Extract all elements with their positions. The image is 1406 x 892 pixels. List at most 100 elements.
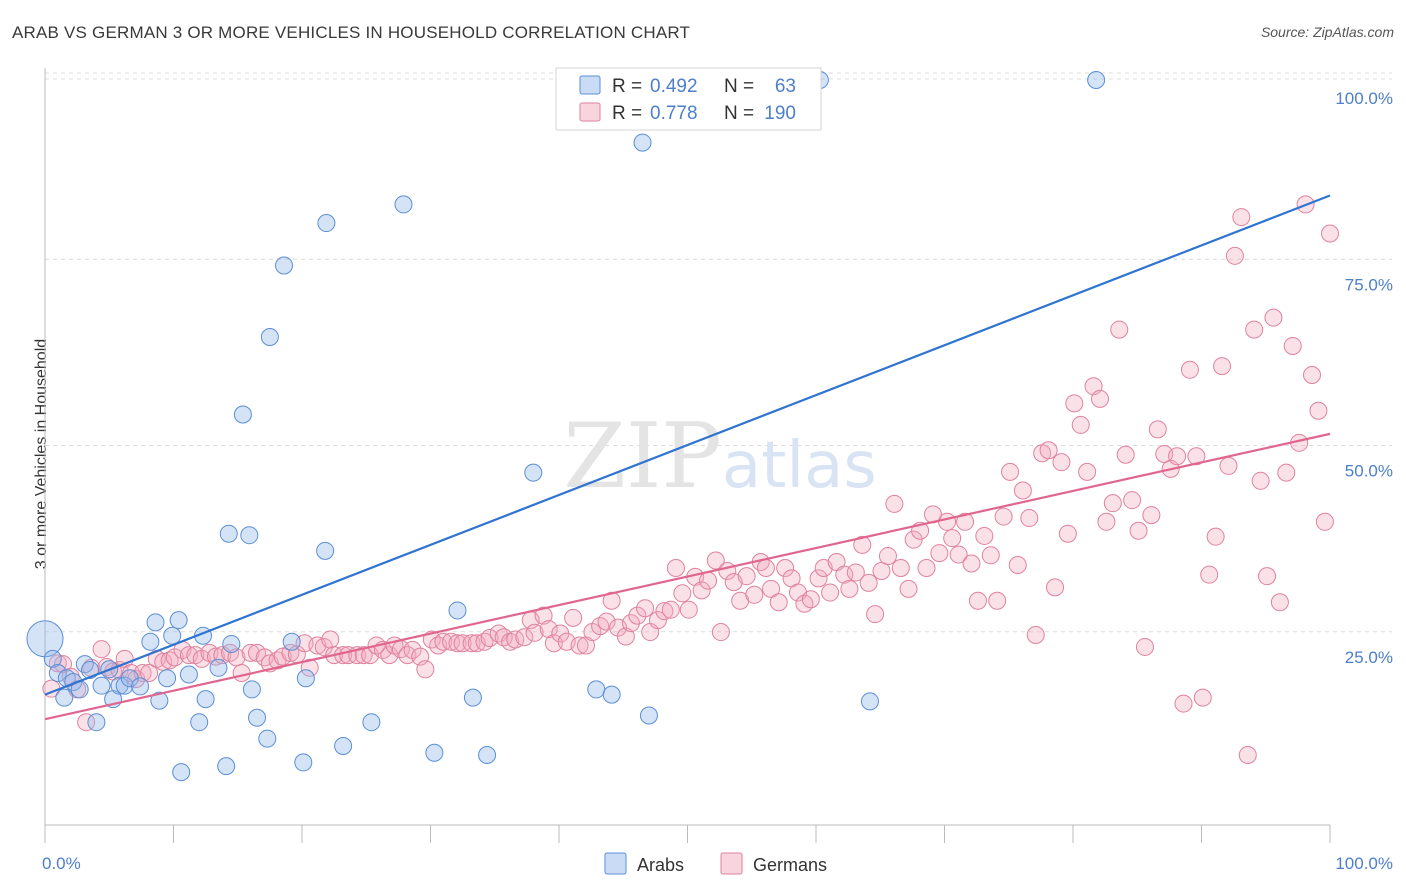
arab-point — [222, 634, 241, 653]
arab-point — [425, 743, 444, 762]
arab-point — [217, 757, 236, 776]
legend-n-label: N = — [724, 103, 754, 124]
german-point — [416, 660, 435, 679]
german-point — [666, 558, 685, 577]
legend-r-label: R = — [612, 103, 642, 124]
german-point — [1026, 626, 1045, 645]
legend-n-value: 190 — [764, 103, 796, 124]
legend-n-label: N = — [724, 76, 754, 97]
german-point — [1065, 394, 1084, 413]
y-tick-label: 25.0% — [1345, 648, 1393, 667]
german-point — [1097, 512, 1116, 531]
german-point — [597, 612, 616, 631]
german-point — [570, 636, 589, 655]
arab-point — [92, 676, 111, 695]
german-point — [1206, 527, 1225, 546]
arab-point — [150, 691, 169, 710]
arab-point — [316, 541, 335, 560]
german-point — [1245, 320, 1264, 339]
german-point — [1052, 453, 1071, 472]
legend-arabs-label: Arabs — [637, 855, 684, 875]
arab-point — [55, 688, 74, 707]
german-point — [628, 606, 647, 625]
arab-point — [524, 463, 543, 482]
gridlines — [45, 72, 1392, 633]
german-point — [1251, 471, 1270, 490]
arab-point — [248, 708, 267, 727]
german-point — [1200, 565, 1219, 584]
german-point — [1001, 462, 1020, 481]
arab-point — [282, 632, 301, 651]
legend-arabs-swatch — [604, 852, 627, 875]
german-point — [206, 647, 225, 666]
german-point — [994, 507, 1013, 526]
german-point — [673, 584, 692, 603]
german-point — [1174, 694, 1193, 713]
x-tick-label-min: 0.0% — [42, 854, 81, 873]
arab-point — [478, 745, 497, 764]
german-point — [762, 579, 781, 598]
german-point — [1110, 320, 1129, 339]
arabs-points — [26, 71, 1106, 782]
arab-point — [169, 611, 188, 630]
legend-germans-label: Germans — [753, 855, 827, 875]
german-point — [1270, 593, 1289, 612]
arab-point — [190, 713, 209, 732]
x-tick-label-max: 100.0% — [1335, 854, 1393, 873]
german-point — [1123, 491, 1142, 510]
german-point — [1232, 208, 1251, 227]
arab-point — [602, 685, 621, 704]
german-point — [621, 614, 640, 633]
german-point — [737, 567, 756, 586]
arab-point — [75, 655, 94, 674]
arab-point — [448, 601, 467, 620]
german-point — [904, 530, 923, 549]
arab-point — [258, 729, 277, 748]
german-point — [1321, 224, 1339, 243]
german-point — [1213, 357, 1232, 376]
arab-point — [131, 677, 150, 696]
arab-point — [240, 526, 259, 545]
german-point — [1008, 555, 1027, 574]
trend-lines — [44, 194, 1331, 721]
arab-point — [146, 613, 165, 632]
german-point — [809, 569, 828, 588]
german-point — [835, 565, 854, 584]
german-point — [885, 494, 904, 513]
y-tick-label: 50.0% — [1345, 462, 1393, 481]
arab-point — [26, 620, 64, 658]
german-point — [1058, 524, 1077, 543]
legend-swatch — [579, 102, 601, 122]
arab-point — [294, 753, 313, 772]
german-point — [930, 544, 949, 563]
legend-r-value: 0.778 — [650, 103, 698, 124]
german-point — [354, 646, 373, 665]
german-point — [515, 628, 534, 647]
arab-point — [633, 133, 652, 152]
german-point — [1078, 462, 1097, 481]
arab-point — [242, 680, 261, 699]
arab-point — [394, 195, 413, 214]
german-point — [380, 646, 399, 665]
german-point — [872, 561, 891, 580]
german-point — [878, 547, 897, 566]
german-point — [1193, 688, 1212, 707]
german-point — [92, 640, 111, 659]
correlation-legend: R = 0.492 N = 63 R = 0.778 N = 190 — [555, 67, 822, 131]
arab-point — [334, 737, 353, 756]
arab-point — [233, 405, 252, 424]
german-point — [846, 563, 865, 582]
legend-r-label: R = — [612, 76, 642, 97]
german-point — [679, 600, 698, 619]
german-point — [962, 554, 981, 573]
german-point — [1129, 521, 1148, 540]
germans-trend-line — [44, 432, 1331, 721]
arab-point — [172, 763, 191, 782]
german-point — [462, 634, 481, 653]
german-point — [975, 526, 994, 545]
german-point — [1039, 441, 1058, 460]
german-point — [1283, 336, 1302, 355]
german-point — [756, 558, 775, 577]
german-point — [1148, 420, 1167, 439]
german-point — [544, 634, 563, 653]
